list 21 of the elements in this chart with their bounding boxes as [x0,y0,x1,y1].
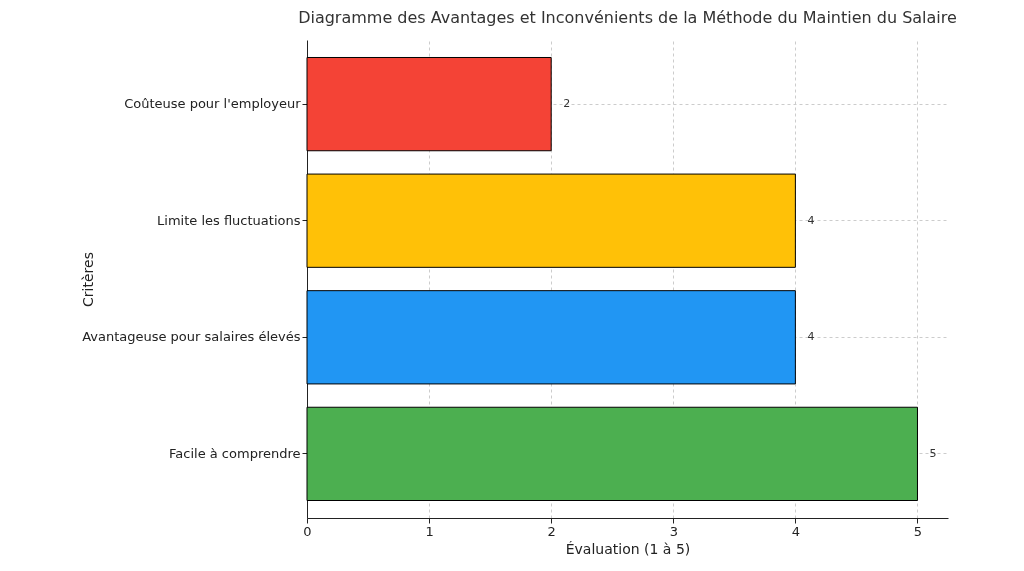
x-axis-title: Évaluation (1 à 5) [565,540,691,557]
x-tick-label: 1 [425,523,434,539]
data-label: 4 [807,330,815,344]
x-tick-label: 3 [669,523,678,539]
bar [306,56,552,152]
x-tick-label: 0 [303,523,312,539]
bar [306,173,796,268]
x-tick-label: 2 [547,523,556,539]
chart-title: Diagramme des Avantages et Inconvénients de la Méthode du Maintien du Salaire [298,8,957,27]
x-tick-label: 4 [791,523,801,539]
data-label: 5 [929,446,937,460]
x-tick-label: 5 [913,523,923,539]
y-axis-title: Critères [79,252,96,307]
data-label: 4 [807,213,815,227]
bar [306,290,796,385]
bar [306,406,918,502]
y-tick-label: Avantageuse pour salaires élevés [82,329,301,345]
y-tick-label: Limite les fluctuations [157,212,301,228]
y-tick-label: Facile à comprendre [169,445,301,461]
data-label: 2 [563,97,571,111]
y-tick-label: Coûteuse pour l'employeur [124,96,302,112]
